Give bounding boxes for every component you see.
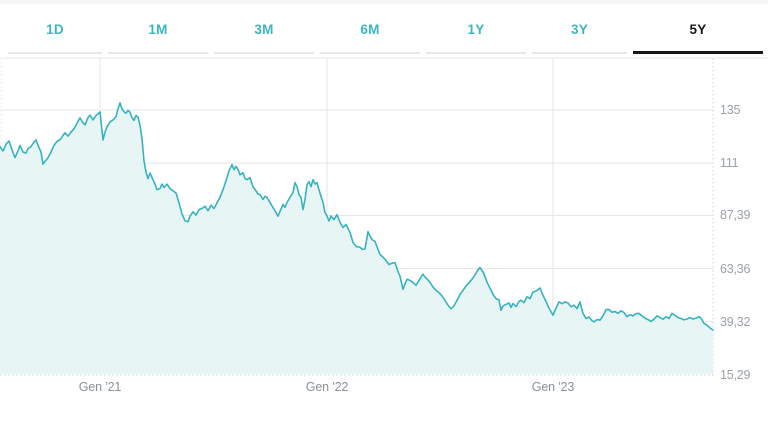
tab-5y[interactable]: 5Y <box>633 14 763 54</box>
time-range-tabs: 1D 1M 3M 6M 1Y 3Y 5Y <box>0 4 768 58</box>
tab-label: 1M <box>148 22 168 37</box>
price-area <box>0 102 713 375</box>
tab-3y[interactable]: 3Y <box>532 14 627 54</box>
tab-6m[interactable]: 6M <box>320 14 420 54</box>
x-tick-label: Gen ’21 <box>78 380 122 394</box>
y-tick-label: 15,29 <box>720 367 751 382</box>
y-tick-label: 135 <box>720 102 741 117</box>
y-tick-label: 63,36 <box>720 261 751 276</box>
top-strip <box>0 0 768 4</box>
tab-1y[interactable]: 1Y <box>426 14 526 54</box>
y-tick-label: 87,39 <box>720 208 751 223</box>
y-tick-label: 39,32 <box>720 314 751 329</box>
tab-underline <box>633 51 763 54</box>
tab-underline <box>8 52 102 54</box>
price-line <box>0 102 714 331</box>
x-tick-label: Gen ’23 <box>531 380 575 394</box>
tab-label: 1D <box>46 22 64 37</box>
tab-1m[interactable]: 1M <box>108 14 208 54</box>
tab-label: 3M <box>254 22 274 37</box>
tab-label: 3Y <box>570 22 589 37</box>
tab-underline <box>214 52 314 54</box>
tab-label: 6M <box>360 22 380 37</box>
x-tick-label: Gen ’22 <box>305 380 349 394</box>
tab-label: 5Y <box>689 22 707 37</box>
tab-underline <box>532 52 627 54</box>
tab-underline <box>426 52 526 54</box>
tab-label: 1Y <box>467 22 485 37</box>
tab-underline <box>108 52 208 54</box>
tab-underline <box>320 52 420 54</box>
tab-3m[interactable]: 3M <box>214 14 314 54</box>
tab-1d[interactable]: 1D <box>8 14 102 54</box>
y-tick-label: 111 <box>720 156 739 171</box>
